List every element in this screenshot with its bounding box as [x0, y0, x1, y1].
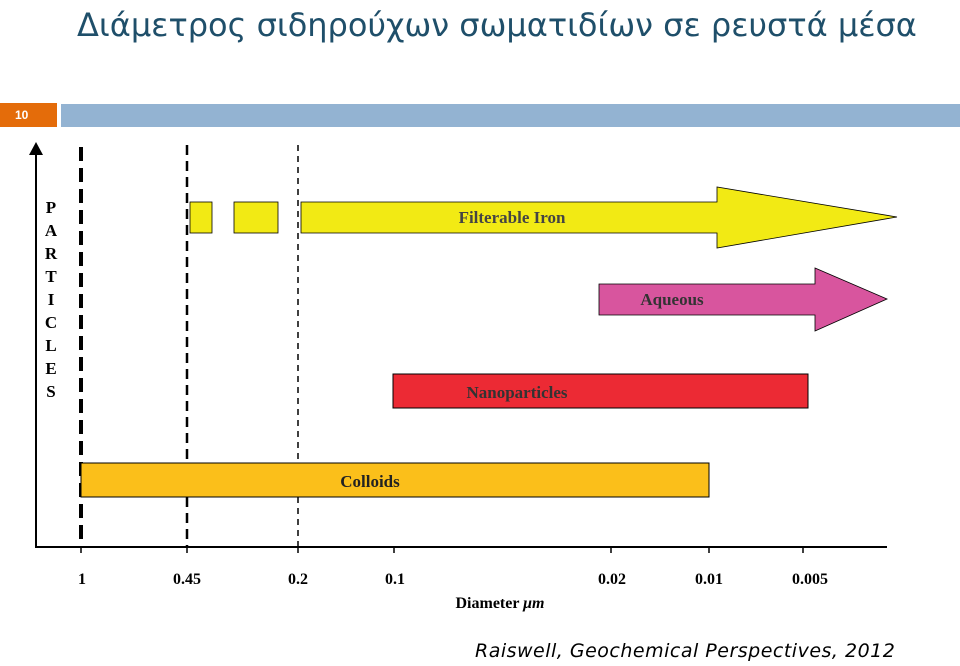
x-tick-label: 0.45 — [173, 571, 201, 588]
y-axis-letter: I — [48, 290, 55, 309]
page-number-badge: 10 — [0, 103, 57, 127]
title-accent-bar — [61, 104, 960, 127]
x-axis-ticks: 1 0.45 0.2 0.1 0.02 0.01 0.005 — [78, 547, 828, 588]
x-tick-label: 0.1 — [385, 571, 405, 588]
particle-size-diagram: P A R T I C L E S Filterable Iron Aqueou… — [29, 142, 898, 612]
nanoparticles-bar — [392, 373, 809, 409]
y-axis-label: P A R T I C L E S — [45, 198, 58, 401]
band-nanoparticles: Nanoparticles — [392, 373, 809, 409]
slide-title: Διάμετρος σιδηρούχων σωματιδίων σε ρευστ… — [77, 6, 917, 44]
y-axis-letter: T — [45, 267, 57, 286]
aqueous-label: Aqueous — [640, 290, 704, 309]
band-filterable-iron: Filterable Iron — [189, 186, 898, 249]
x-tick-label: 0.2 — [288, 571, 308, 588]
y-axis-letter: A — [45, 221, 58, 240]
citation: Raiswell, Geochemical Perspectives, 2012 — [475, 640, 896, 662]
colloids-label: Colloids — [340, 472, 400, 491]
x-tick-label: 0.02 — [598, 571, 626, 588]
y-axis-letter: S — [46, 382, 55, 401]
band-aqueous: Aqueous — [598, 267, 888, 332]
aqueous-arrow — [598, 267, 888, 332]
x-axis-title-text: Diameter — [455, 595, 519, 612]
colloids-bar — [80, 462, 710, 498]
x-axis-title: Diameter μm — [455, 595, 544, 612]
x-tick-label: 1 — [78, 571, 86, 588]
band-colloids: Colloids — [80, 462, 710, 498]
y-axis-letter: C — [45, 313, 57, 332]
y-axis-letter: R — [45, 244, 58, 263]
x-axis-unit: μm — [522, 595, 544, 612]
filterable-iron-segment — [189, 201, 213, 234]
y-axis-arrowhead — [29, 142, 43, 155]
x-tick-label: 0.01 — [695, 571, 723, 588]
y-axis-letter: E — [45, 359, 56, 378]
filterable-iron-label: Filterable Iron — [459, 208, 566, 227]
y-axis-letter: P — [46, 198, 56, 217]
nanoparticles-label: Nanoparticles — [466, 383, 567, 402]
filterable-iron-segment — [233, 201, 279, 234]
x-tick-label: 0.005 — [792, 571, 828, 588]
y-axis-letter: L — [45, 336, 56, 355]
filterable-iron-arrow — [300, 186, 898, 249]
